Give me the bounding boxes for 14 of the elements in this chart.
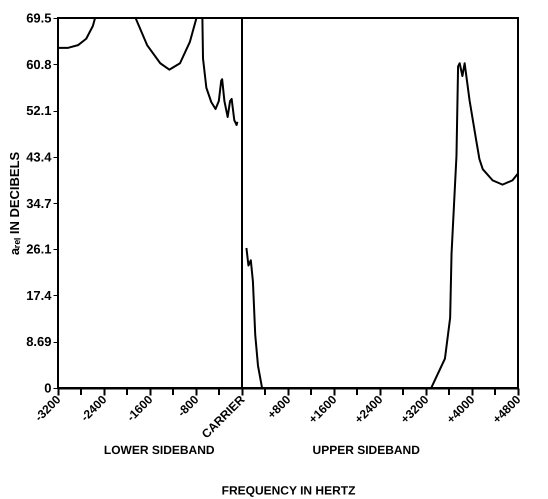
text: LOWER SIDEBAND (104, 443, 215, 457)
y-tick-label: 34.7 (26, 196, 52, 211)
y-tick-label: 60.8 (26, 56, 52, 72)
x-tick-label: -800 (174, 392, 202, 420)
y-tick-label: 17.4 (26, 288, 52, 303)
y-tick-label: 0 (44, 380, 52, 396)
text: UPPER SIDEBAND (312, 443, 420, 457)
x-axis-title: FREQUENCY IN HERTZ (222, 483, 356, 498)
y-tick-label: 69.5 (26, 10, 52, 26)
y-axis-title: aᵣₑₗ IN DECIBELS (7, 152, 22, 256)
y-tick-label: 43.4 (26, 149, 52, 164)
y-tick-label: 8.69 (26, 334, 52, 350)
y-tick-label: 26.1 (26, 242, 52, 257)
y-tick-label: 52.1 (26, 103, 52, 118)
